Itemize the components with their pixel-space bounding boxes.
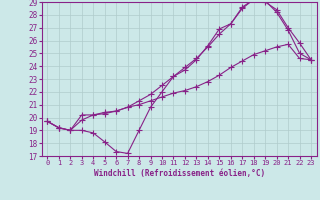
X-axis label: Windchill (Refroidissement éolien,°C): Windchill (Refroidissement éolien,°C) bbox=[94, 169, 265, 178]
